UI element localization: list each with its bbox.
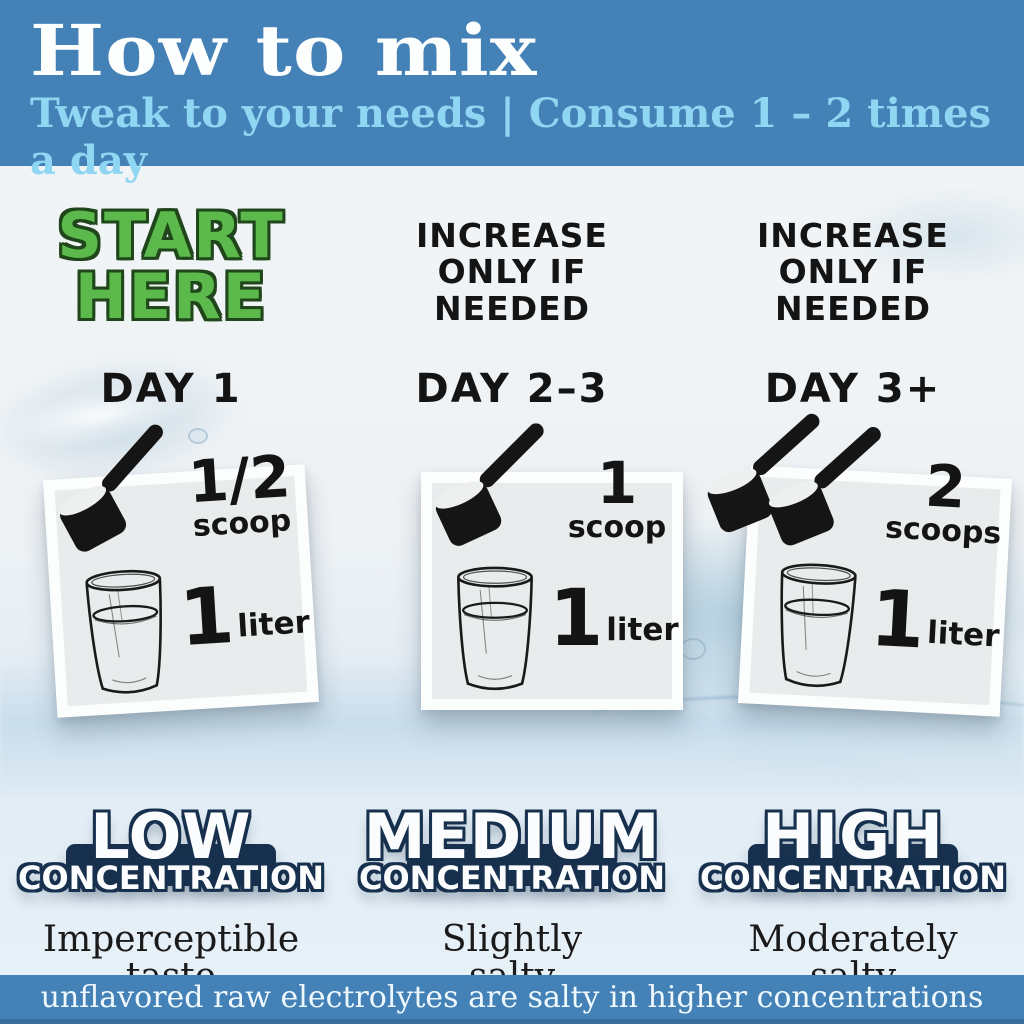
scoop-amount: 1 scoop xyxy=(553,454,681,545)
card-zone: 2 scoops 1 liter xyxy=(682,472,1024,806)
concentration-label: CONCENTRATION xyxy=(699,859,1007,897)
scoop-amount: 1/2 scoop xyxy=(174,442,307,545)
taste-line: Moderately xyxy=(748,919,958,960)
concentration-label: CONCENTRATION xyxy=(358,859,666,897)
scoop-unit: scoops xyxy=(884,510,1003,552)
start-here-line: START xyxy=(57,199,285,272)
mix-card: 1/2 scoop 1 liter xyxy=(43,464,320,718)
card-zone: 1 scoop 1 liter xyxy=(341,472,683,806)
increase-note-line: NEEDED xyxy=(774,288,932,328)
level-block: MEDIUM CONCENTRATION xyxy=(341,806,683,922)
scoop-icon xyxy=(419,422,554,566)
level-banner xyxy=(66,844,276,886)
increase-note-line: INCREASE xyxy=(757,216,949,255)
level-label: LOW xyxy=(90,800,252,873)
day-label: DAY 2–3 xyxy=(415,366,609,412)
mix-card: 1 scoop 1 liter xyxy=(421,472,683,710)
increase-note-line: ONLY IF xyxy=(778,252,928,292)
scoop-count: 1/2 xyxy=(186,442,293,517)
volume-unit: liter xyxy=(606,612,679,648)
start-here-line: HERE xyxy=(74,259,268,333)
card-zone: 1/2 scoop 1 liter xyxy=(0,472,342,806)
volume-count: 1 xyxy=(176,570,237,665)
footer-note: unflavored raw electrolytes are salty in… xyxy=(40,979,984,1015)
level-label: HIGH xyxy=(762,800,944,873)
scoop-amount: 2 scoops xyxy=(878,451,1011,552)
footer-band: unflavored raw electrolytes are salty in… xyxy=(0,975,1024,1024)
increase-note: INCREASE ONLY IF NEEDED xyxy=(682,166,1024,366)
concentration-label: CONCENTRATION xyxy=(17,859,325,897)
scoop-unit: scoop xyxy=(567,510,667,545)
water-volume: 1 liter xyxy=(868,573,1022,667)
volume-unit: liter xyxy=(926,614,1001,655)
scoop-count: 1 xyxy=(596,449,638,517)
increase-note-line: ONLY IF xyxy=(437,252,587,292)
increase-note: INCREASE ONLY IF NEEDED xyxy=(341,166,683,366)
taste-line: Slightly xyxy=(441,919,583,960)
volume-count: 1 xyxy=(549,574,604,664)
scoop-icon xyxy=(749,420,891,571)
volume-count: 1 xyxy=(868,573,928,667)
water-volume: 1 liter xyxy=(549,580,699,658)
scoop-count: 2 xyxy=(923,451,968,522)
level-block: LOW CONCENTRATION xyxy=(0,806,342,922)
day-label: DAY 3+ xyxy=(764,366,942,412)
level-banner xyxy=(748,844,958,886)
mix-card: 2 scoops 1 liter xyxy=(738,465,1013,717)
level-banner xyxy=(407,844,617,886)
start-here-label: START HERE xyxy=(0,166,342,366)
glass-icon xyxy=(447,564,543,695)
column-day-3-plus: INCREASE ONLY IF NEEDED DAY 3+ 2 scoops … xyxy=(682,166,1024,1019)
taste-line: Imperceptible xyxy=(42,919,300,960)
column-day-1: START HERE DAY 1 1/2 scoop 1 liter LOW xyxy=(0,166,342,1019)
water-volume: 1 liter xyxy=(176,570,331,665)
header-band: How to mix Tweak to your needs | Consume… xyxy=(0,0,1024,184)
volume-unit: liter xyxy=(236,604,311,645)
day-label: DAY 1 xyxy=(100,366,242,412)
column-day-2-3: INCREASE ONLY IF NEEDED DAY 2–3 1 scoop … xyxy=(341,166,683,1019)
level-label: MEDIUM xyxy=(363,800,661,873)
increase-note-line: NEEDED xyxy=(433,288,591,328)
scoop-icon xyxy=(38,422,182,574)
level-block: HIGH CONCENTRATION xyxy=(682,806,1024,922)
increase-note-line: INCREASE xyxy=(416,216,608,255)
glass-icon xyxy=(75,565,179,702)
page-subtitle: Tweak to your needs | Consume 1 – 2 time… xyxy=(30,90,992,184)
glass-icon xyxy=(765,559,868,695)
page-title: How to mix xyxy=(30,9,538,92)
